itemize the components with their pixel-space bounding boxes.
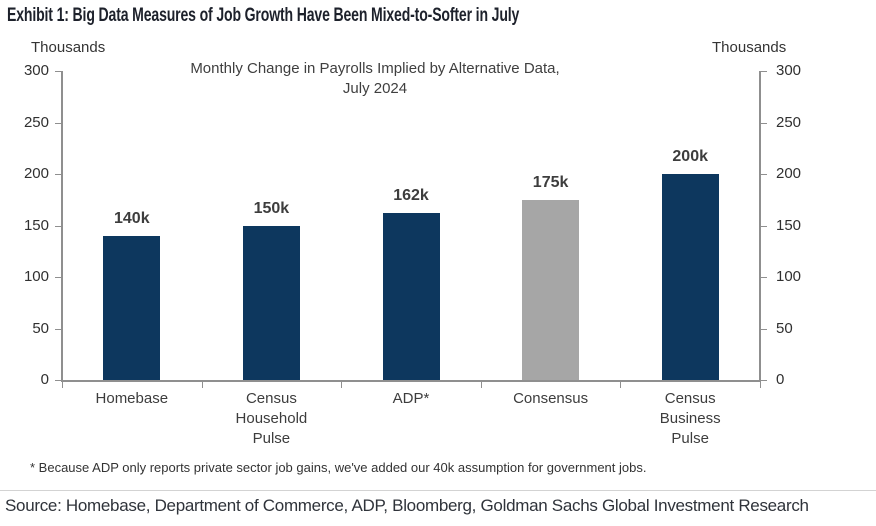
bar-value-label: 200k (672, 148, 708, 165)
y-tick-label-left: 150 (23, 216, 49, 234)
y-axis-left (61, 71, 63, 380)
y-tick-label-left: 0 (40, 371, 49, 388)
x-tick (341, 382, 343, 388)
y-tick-right (761, 328, 767, 330)
y-tick-left (55, 174, 61, 175)
bar-value-label: 150k (253, 199, 290, 217)
y-tick-left (55, 225, 61, 227)
y-tick-right (761, 380, 767, 381)
x-category-label: ADP* (392, 390, 430, 407)
bar-census-household-pulse (242, 225, 300, 380)
y-tick-label-right: 0 (776, 371, 785, 388)
y-tick-label-right: 150 (776, 216, 802, 234)
y-tick-right (761, 277, 767, 278)
x-category-label: Census Household Pulse (235, 390, 308, 447)
y-tick-label-right: 200 (776, 165, 802, 182)
x-tick (620, 382, 622, 388)
bar-value-label: 140k (114, 209, 150, 227)
y-tick-label-left: 300 (23, 62, 49, 79)
exhibit-title: Exhibit 1: Big Data Measures of Job Grow… (7, 5, 520, 26)
bar-census-business-pulse (661, 174, 719, 380)
y-tick-left (55, 380, 61, 381)
y-tick-label-right: 300 (776, 62, 802, 79)
y-tick-right (761, 174, 767, 175)
x-tick (480, 382, 482, 388)
divider-line (0, 490, 876, 491)
y-tick-left (55, 277, 61, 278)
y-axis-right (759, 71, 761, 380)
bar-value-label: 175k (532, 173, 569, 191)
right-axis-unit-label: Thousands (712, 39, 787, 56)
y-tick-label-left: 50 (32, 319, 49, 337)
y-tick-right (761, 225, 767, 227)
y-tick-label-left: 200 (23, 165, 49, 182)
y-tick-label-right: 250 (776, 113, 802, 131)
bar-homebase (103, 235, 161, 380)
y-tick-label-left: 250 (23, 113, 49, 131)
left-axis-unit-label: Thousands (31, 39, 106, 56)
bar-adp (382, 213, 440, 380)
chart-title-line-2: July 2024 (342, 80, 408, 97)
y-tick-left (55, 122, 61, 124)
y-tick-label-right: 100 (776, 268, 802, 285)
footnote: * Because ADP only reports private secto… (30, 460, 647, 475)
x-tick (201, 382, 203, 388)
y-tick-left (55, 71, 61, 72)
y-tick-right (761, 71, 767, 72)
source-line: Source: Homebase, Department of Commerce… (5, 496, 809, 515)
chart-title-line-1: Monthly Change in Payrolls Implied by Al… (190, 60, 560, 77)
x-tick (760, 382, 761, 388)
x-tick (62, 382, 63, 388)
y-tick-label-left: 100 (23, 268, 49, 285)
y-tick-left (55, 328, 61, 330)
x-category-label: Homebase (95, 390, 169, 407)
x-category-label: Consensus (513, 390, 589, 407)
x-axis (61, 380, 761, 382)
y-tick-label-right: 50 (776, 319, 793, 337)
x-category-label: Census Business Pulse (659, 390, 721, 447)
bar-value-label: 162k (393, 187, 429, 205)
bar-consensus (522, 199, 580, 380)
y-tick-right (761, 122, 767, 124)
chart-title: Monthly Change in Payrolls Implied by Al… (50, 59, 700, 99)
